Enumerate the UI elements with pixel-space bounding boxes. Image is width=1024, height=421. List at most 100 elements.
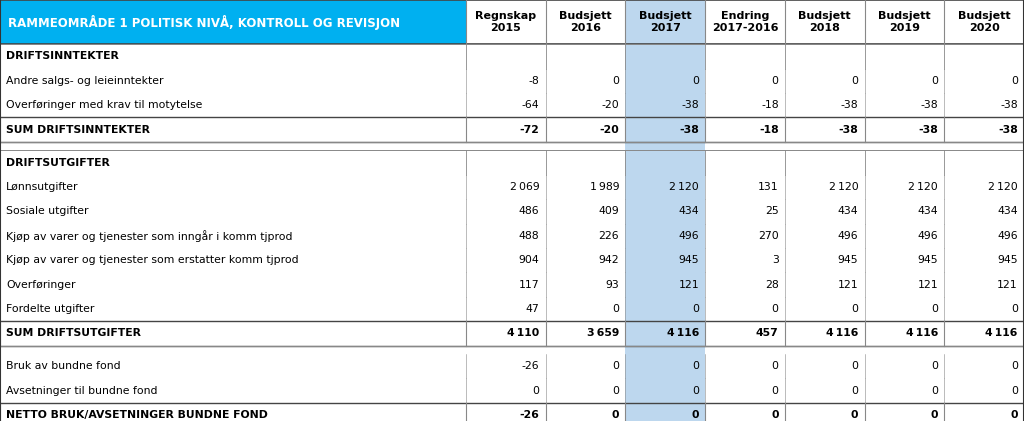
Bar [784,142,864,150]
Text: DRIFTSINNTEKTER: DRIFTSINNTEKTER [6,51,119,61]
Bar [0,0,466,44]
Text: 47: 47 [525,304,540,314]
Bar [944,142,1024,150]
Text: 942: 942 [599,255,620,265]
Text: 0: 0 [612,386,620,396]
Bar [546,378,626,403]
Bar [0,248,466,272]
Bar [466,354,546,378]
Bar [706,93,784,117]
Bar [546,142,626,150]
Text: 0: 0 [931,361,938,371]
Bar [546,403,626,421]
Bar [944,248,1024,272]
Text: Fordelte utgifter: Fordelte utgifter [6,304,94,314]
Bar [546,0,626,44]
Text: 409: 409 [598,206,620,216]
Text: 0: 0 [692,386,699,396]
Text: -38: -38 [841,100,858,110]
Bar [0,175,466,199]
Text: -26: -26 [522,361,540,371]
Bar [466,224,546,248]
Text: 0: 0 [851,76,858,86]
Text: 488: 488 [519,231,540,241]
Text: Overføringer med krav til motytelse: Overføringer med krav til motytelse [6,100,203,110]
Bar [784,272,864,297]
Text: Budsjett
2019: Budsjett 2019 [879,11,931,33]
Text: Overføringer: Overføringer [6,280,76,290]
Bar [784,0,864,44]
Bar [546,224,626,248]
Bar [466,378,546,403]
Text: -38: -38 [919,125,938,135]
Bar [546,321,626,346]
Text: Budsjett
2020: Budsjett 2020 [957,11,1011,33]
Bar [944,403,1024,421]
Bar [864,117,944,142]
Text: Budsjett
2016: Budsjett 2016 [559,11,611,33]
Bar [626,321,706,346]
Bar [864,199,944,224]
Bar [0,354,466,378]
Bar [864,44,944,69]
Text: 0: 0 [931,386,938,396]
Text: 121: 121 [918,280,938,290]
Bar [784,378,864,403]
Text: 945: 945 [918,255,938,265]
Bar [864,150,944,175]
Bar [466,0,546,44]
Bar [944,44,1024,69]
Bar [944,199,1024,224]
Text: -38: -38 [1000,100,1018,110]
Bar [944,297,1024,321]
Text: 945: 945 [678,255,699,265]
Bar [864,354,944,378]
Bar [864,378,944,403]
Text: Sosiale utgifter: Sosiale utgifter [6,206,89,216]
Bar [944,175,1024,199]
Bar [466,199,546,224]
Text: 0: 0 [612,361,620,371]
Text: Regnskap
2015: Regnskap 2015 [475,11,537,33]
Bar [466,117,546,142]
Text: 25: 25 [765,206,778,216]
Bar [466,44,546,69]
Text: 2 120: 2 120 [988,182,1018,192]
Bar [784,346,864,354]
Bar [784,354,864,378]
Text: 0: 0 [532,386,540,396]
Bar [706,199,784,224]
Text: 93: 93 [605,280,620,290]
Bar [0,321,466,346]
Text: 0: 0 [931,410,938,420]
Text: -18: -18 [761,100,778,110]
Bar [784,297,864,321]
Text: 0: 0 [851,304,858,314]
Bar [626,354,706,378]
Bar [626,0,706,44]
Bar [706,0,784,44]
Bar [784,403,864,421]
Bar [706,175,784,199]
Text: 0: 0 [611,410,620,420]
Bar [944,378,1024,403]
Bar [0,69,466,93]
Text: 2 069: 2 069 [510,182,540,192]
Bar [626,248,706,272]
Text: SUM DRIFTSUTGIFTER: SUM DRIFTSUTGIFTER [6,328,141,338]
Bar [0,199,466,224]
Bar [546,248,626,272]
Bar [626,199,706,224]
Bar [944,321,1024,346]
Text: 0: 0 [772,76,778,86]
Text: -20: -20 [599,125,620,135]
Bar [626,142,706,150]
Text: 434: 434 [997,206,1018,216]
Bar [466,150,546,175]
Text: Kjøp av varer og tjenester som inngår i komm tjprod: Kjøp av varer og tjenester som inngår i … [6,230,293,242]
Bar [466,403,546,421]
Bar [944,117,1024,142]
Text: -38: -38 [679,125,699,135]
Text: 457: 457 [756,328,778,338]
Text: NETTO BRUK/AVSETNINGER BUNDNE FOND: NETTO BRUK/AVSETNINGER BUNDNE FOND [6,410,268,420]
